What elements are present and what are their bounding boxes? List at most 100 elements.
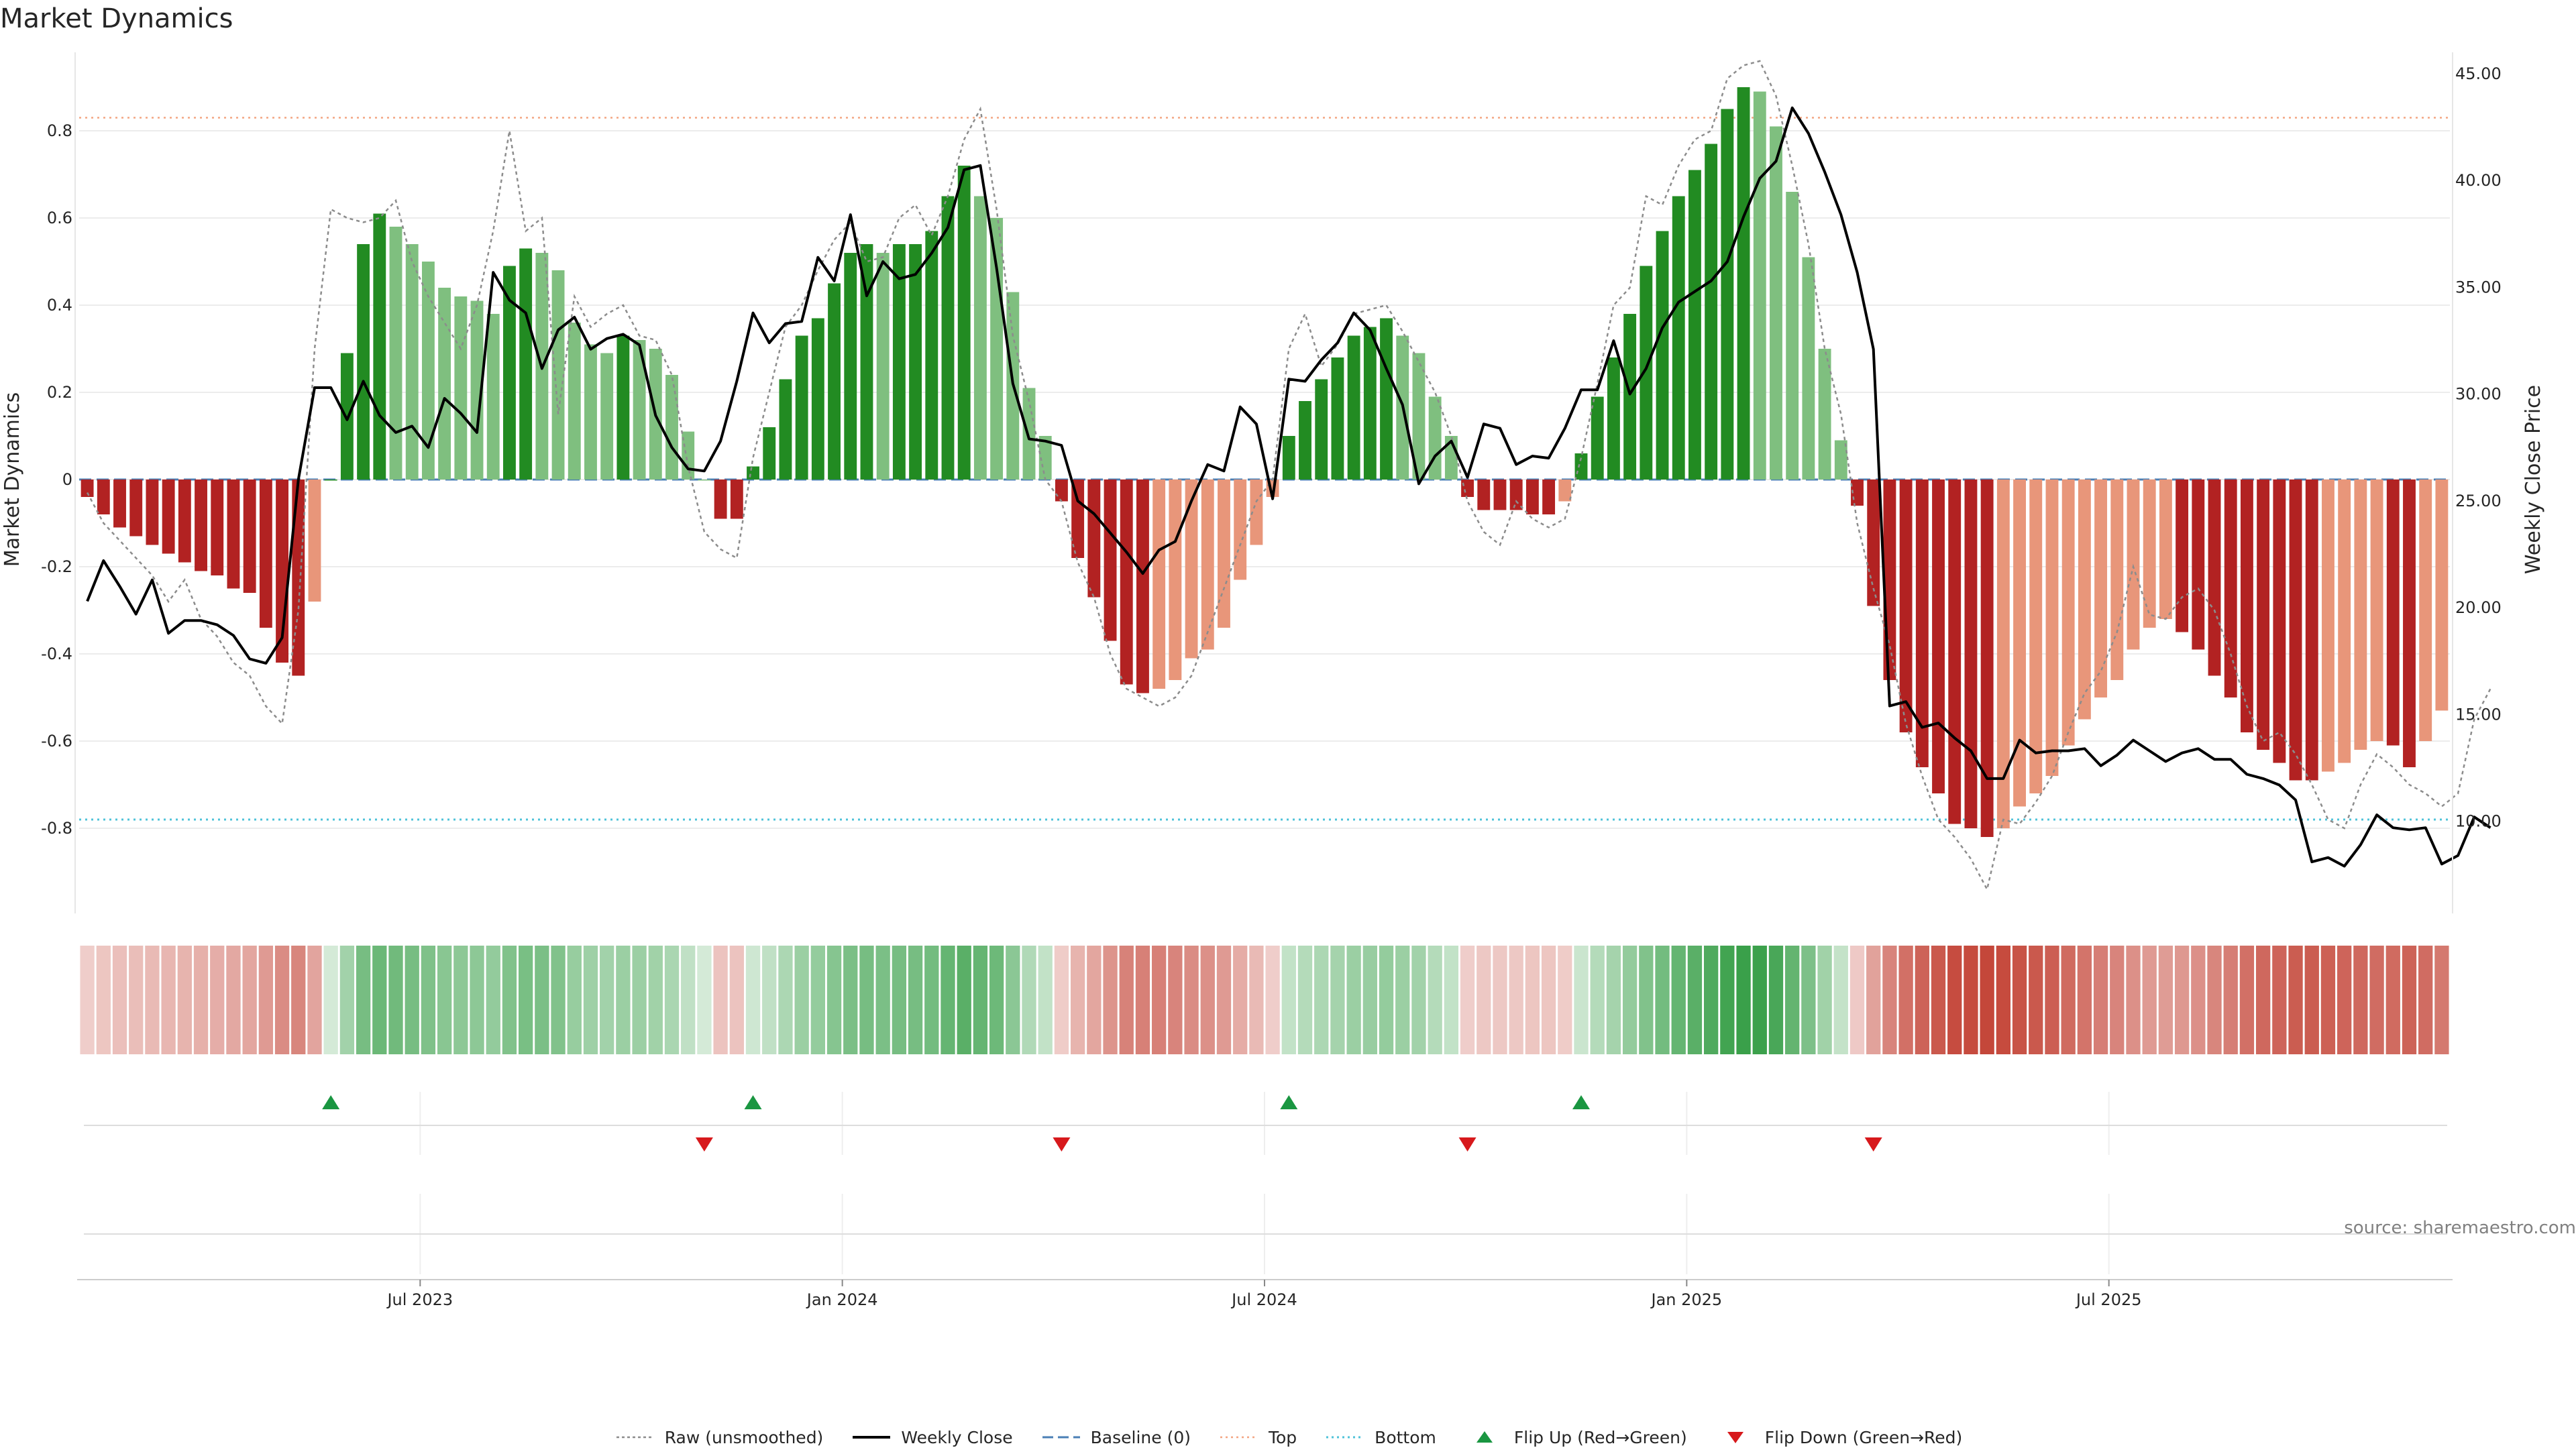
dynamics-bar bbox=[2159, 480, 2172, 619]
dynamics-bar bbox=[1591, 396, 1604, 480]
heat-cell bbox=[2385, 946, 2400, 1054]
dynamics-bar bbox=[1461, 480, 1474, 497]
dynamics-bar bbox=[665, 375, 678, 480]
heat-cell bbox=[762, 946, 777, 1054]
dynamics-bar bbox=[1948, 480, 1962, 824]
legend-label: Flip Down (Green→Red) bbox=[1764, 1427, 1963, 1447]
dynamics-bar bbox=[2305, 480, 2318, 781]
dynamics-bar bbox=[763, 427, 776, 480]
x-tick-label: Jul 2025 bbox=[2075, 1290, 2142, 1309]
heat-cell bbox=[567, 946, 582, 1054]
dynamics-bar bbox=[259, 480, 272, 628]
heat-cell bbox=[924, 946, 939, 1054]
heat-cell bbox=[1882, 946, 1897, 1054]
dynamics-bar bbox=[2078, 480, 2091, 720]
heat-cell bbox=[1087, 946, 1102, 1054]
heat-cell bbox=[1152, 946, 1167, 1054]
dynamics-bar bbox=[1380, 318, 1393, 480]
dynamics-bar bbox=[1721, 109, 1734, 480]
dynamics-bar bbox=[519, 248, 533, 480]
dynamics-bar bbox=[1428, 396, 1442, 480]
dynamics-bar bbox=[1136, 480, 1149, 693]
heat-cell bbox=[291, 946, 306, 1054]
legend-item: Bottom bbox=[1324, 1428, 1436, 1447]
dynamics-bar bbox=[195, 480, 207, 571]
dynamics-bar bbox=[2192, 480, 2205, 650]
dynamics-bar bbox=[1574, 453, 1588, 480]
heat-cell bbox=[1411, 946, 1426, 1054]
heat-cell bbox=[177, 946, 192, 1054]
heat-cell bbox=[583, 946, 598, 1054]
heat-cell bbox=[681, 946, 696, 1054]
legend-label: Baseline (0) bbox=[1090, 1427, 1191, 1447]
heat-cell bbox=[502, 946, 517, 1054]
heat-cell bbox=[1866, 946, 1881, 1054]
dynamics-bar bbox=[324, 480, 337, 481]
dynamics-bar bbox=[990, 218, 1004, 480]
heat-cell bbox=[778, 946, 793, 1054]
lines-layer bbox=[86, 60, 2491, 892]
heat-cell bbox=[2174, 946, 2190, 1054]
heat-cell bbox=[2093, 946, 2108, 1054]
heat-cell bbox=[258, 946, 274, 1054]
heat-cell bbox=[2418, 946, 2433, 1054]
heat-cell bbox=[1070, 946, 1085, 1054]
legend: Raw (unsmoothed) Weekly Close Baseline (0)… bbox=[0, 1420, 2576, 1454]
dynamics-bar bbox=[1915, 480, 1929, 767]
y-tick-label: -0.2 bbox=[41, 557, 72, 576]
heat-cell bbox=[1590, 946, 1605, 1054]
heat-cell bbox=[1006, 946, 1020, 1054]
solid-black-swatch-icon bbox=[853, 1436, 891, 1439]
heat-cell bbox=[1606, 946, 1621, 1054]
dynamics-bar bbox=[828, 283, 841, 480]
flip-up-marker bbox=[1572, 1095, 1591, 1109]
dynamics-bar bbox=[1640, 266, 1653, 480]
dynamics-bar bbox=[1672, 196, 1685, 480]
heat-cell bbox=[210, 946, 225, 1054]
heat-cell bbox=[1119, 946, 1134, 1054]
dynamics-bar bbox=[1623, 314, 1637, 480]
y2-tick-label: 20.00 bbox=[2455, 598, 2502, 617]
legend-item: Top bbox=[1218, 1428, 1297, 1447]
dynamics-bar bbox=[1525, 480, 1539, 514]
y-tick-label: 0.8 bbox=[47, 121, 72, 140]
heat-cell bbox=[307, 946, 322, 1054]
heat-cell bbox=[1444, 946, 1459, 1054]
heat-cell bbox=[1833, 946, 1848, 1054]
legend-label: Flip Up (Red→Green) bbox=[1513, 1427, 1687, 1447]
heat-cell bbox=[145, 946, 160, 1054]
dynamics-bar bbox=[1185, 480, 1198, 659]
dynamics-bar bbox=[308, 480, 321, 602]
raw-series-line bbox=[86, 60, 2491, 892]
dynamics-bar bbox=[1152, 480, 1166, 689]
heat-cell bbox=[794, 946, 809, 1054]
flip-down-marker bbox=[1458, 1137, 1477, 1152]
heat-cell bbox=[2126, 946, 2141, 1054]
heat-cell bbox=[1996, 946, 2010, 1054]
legend-item: Flip Up (Red→Green) bbox=[1463, 1428, 1687, 1447]
dynamics-bar bbox=[454, 296, 468, 480]
heat-cell bbox=[2223, 946, 2238, 1054]
y2-tick-label: 25.00 bbox=[2455, 492, 2502, 510]
heat-cell bbox=[1639, 946, 1654, 1054]
dynamics-bar bbox=[925, 231, 938, 480]
heat-cell bbox=[2369, 946, 2384, 1054]
heat-cell bbox=[2288, 946, 2303, 1054]
heat-cell bbox=[745, 946, 761, 1054]
heat-cell bbox=[2272, 946, 2287, 1054]
dynamics-bar bbox=[973, 196, 987, 480]
heat-cell bbox=[2207, 946, 2222, 1054]
x-tick-label: Jan 2025 bbox=[1650, 1290, 1722, 1309]
dynamics-bar bbox=[2176, 480, 2189, 632]
legend-label: Raw (unsmoothed) bbox=[664, 1427, 824, 1447]
dynamics-bar bbox=[714, 480, 727, 519]
reference-lines bbox=[79, 117, 2450, 821]
dynamics-bar bbox=[2386, 480, 2400, 746]
y-tick-label: -0.8 bbox=[41, 819, 72, 838]
heat-cell bbox=[648, 946, 663, 1054]
heat-cell bbox=[2158, 946, 2174, 1054]
triangle-up-swatch-icon bbox=[1476, 1431, 1493, 1443]
heat-cell bbox=[323, 946, 338, 1054]
heat-cell bbox=[356, 946, 371, 1054]
heat-cell bbox=[1509, 946, 1523, 1054]
